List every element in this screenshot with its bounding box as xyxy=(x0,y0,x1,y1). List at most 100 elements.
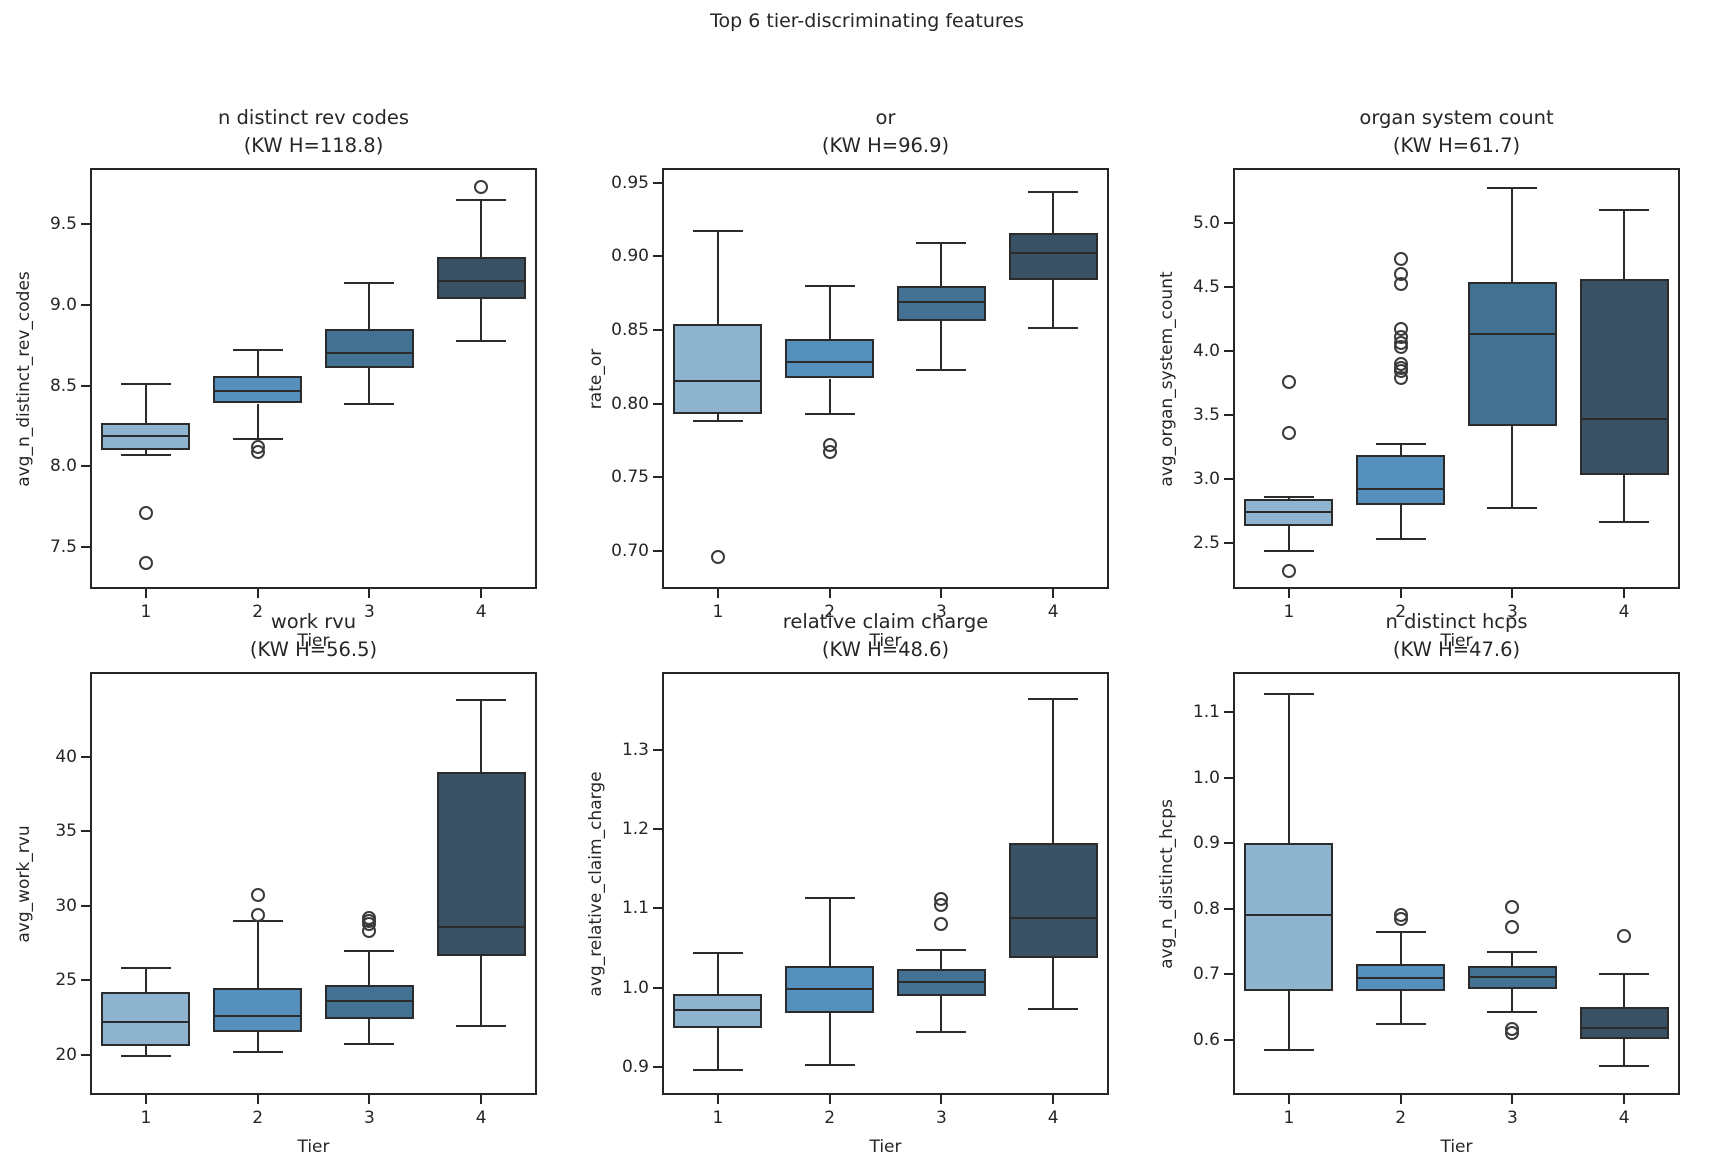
x-tick-mark xyxy=(828,589,831,598)
y-axis-label: avg_organ_system_count xyxy=(1157,270,1177,487)
y-tick-label: 4.0 xyxy=(1192,340,1220,361)
lower-whisker-cap xyxy=(344,1043,395,1046)
upper-whisker-cap xyxy=(1487,187,1538,190)
outlier-point xyxy=(1393,340,1408,355)
y-tick-mark xyxy=(653,181,662,184)
x-tick-label: 2 xyxy=(824,602,836,622)
y-tick-label: 20 xyxy=(55,1044,77,1065)
box-tier-2 xyxy=(785,338,875,379)
upper-whisker xyxy=(480,200,483,257)
y-tick-mark xyxy=(653,907,662,910)
y-tick-mark xyxy=(653,986,662,989)
median-line xyxy=(103,434,189,437)
y-tick-label: 0.95 xyxy=(611,172,649,193)
median-line xyxy=(1010,917,1096,920)
upper-whisker-cap xyxy=(344,281,395,284)
y-tick-mark xyxy=(1224,842,1233,845)
y-axis-label: avg_n_distinct_hcps xyxy=(1157,798,1177,969)
lower-whisker-cap xyxy=(1375,538,1426,541)
median-line xyxy=(1358,488,1444,491)
upper-whisker-cap xyxy=(120,383,171,386)
y-tick-label: 0.90 xyxy=(611,246,649,267)
y-tick-label: 3.5 xyxy=(1192,404,1220,425)
y-tick-mark xyxy=(653,255,662,258)
upper-whisker xyxy=(368,282,371,330)
subplot-title: n distinct hcps xyxy=(1385,610,1528,633)
y-tick-label: 0.85 xyxy=(611,319,649,340)
lower-whisker-cap xyxy=(692,420,743,423)
y-tick-mark xyxy=(1224,907,1233,910)
lower-whisker-cap xyxy=(1028,327,1079,330)
median-line xyxy=(1581,1027,1667,1030)
y-tick-label: 9.5 xyxy=(49,214,77,235)
median-line xyxy=(787,361,873,364)
y-tick-label: 35 xyxy=(55,821,77,842)
x-tick-label: 3 xyxy=(935,1108,947,1128)
y-tick-label: 0.8 xyxy=(1192,898,1220,919)
lower-whisker xyxy=(256,1032,259,1052)
upper-whisker-cap xyxy=(1375,443,1426,446)
median-line xyxy=(1469,333,1555,336)
upper-whisker xyxy=(144,968,147,993)
subplot-title: or xyxy=(875,106,896,129)
lower-whisker-cap xyxy=(232,1050,283,1053)
upper-whisker xyxy=(480,700,483,772)
upper-whisker xyxy=(144,384,147,423)
x-tick-label: 3 xyxy=(363,602,375,622)
upper-whisker xyxy=(1623,974,1626,1008)
y-tick-label: 4.5 xyxy=(1192,277,1220,297)
x-tick-mark xyxy=(368,1095,371,1104)
x-tick-label: 3 xyxy=(363,1108,375,1128)
y-tick-label: 0.7 xyxy=(1192,964,1220,985)
median-line xyxy=(1469,975,1555,978)
outlier-point xyxy=(1393,911,1408,926)
y-tick-label: 1.0 xyxy=(1192,767,1220,788)
median-line xyxy=(326,352,412,355)
x-tick-label: 1 xyxy=(1283,1108,1295,1128)
y-tick-label: 1.0 xyxy=(621,977,649,998)
x-tick-mark xyxy=(1623,589,1626,598)
lower-whisker xyxy=(1287,526,1290,551)
lower-whisker-cap xyxy=(1487,507,1538,510)
upper-whisker xyxy=(368,950,371,985)
y-tick-mark xyxy=(1224,973,1233,976)
y-tick-mark xyxy=(1224,541,1233,544)
x-tick-mark xyxy=(256,1095,259,1104)
y-tick-mark xyxy=(81,755,90,758)
y-tick-mark xyxy=(81,1053,90,1056)
y-axis-label: avg_work_rvu xyxy=(14,824,34,943)
upper-whisker xyxy=(1399,931,1402,964)
outlier-point xyxy=(250,907,265,922)
lower-whisker xyxy=(940,321,943,370)
x-axis-label: Tier xyxy=(297,1137,330,1157)
outlier-point xyxy=(934,917,949,932)
x-tick-label: 4 xyxy=(1047,1108,1059,1128)
x-tick-mark xyxy=(1399,589,1402,598)
lower-whisker-cap xyxy=(120,454,171,457)
box-tier-1 xyxy=(1244,842,1334,991)
y-tick-label: 0.9 xyxy=(1192,833,1220,854)
x-axis-label: Tier xyxy=(1440,1137,1473,1157)
outlier-point xyxy=(1281,374,1296,389)
x-tick-mark xyxy=(480,589,483,598)
x-tick-label: 3 xyxy=(935,602,947,622)
x-tick-mark xyxy=(940,1095,943,1104)
upper-whisker xyxy=(1052,698,1055,843)
subplot-subtitle: (KW H=48.6) xyxy=(821,638,950,661)
x-axis-label: Tier xyxy=(297,631,330,651)
y-tick-label: 0.75 xyxy=(611,467,649,488)
figure-title: Top 6 tier-discriminating features xyxy=(710,10,1024,32)
median-line xyxy=(326,1000,412,1003)
subplot-subtitle: (KW H=118.8) xyxy=(243,134,384,157)
lower-whisker-cap xyxy=(1028,1008,1079,1011)
x-tick-label: 1 xyxy=(140,602,152,622)
y-tick-mark xyxy=(81,223,90,226)
x-axis-label: Tier xyxy=(869,631,902,651)
x-axis-label: Tier xyxy=(869,1137,902,1157)
lower-whisker-cap xyxy=(1375,1022,1426,1025)
y-tick-mark xyxy=(81,465,90,468)
lower-whisker-cap xyxy=(692,1069,743,1072)
x-tick-mark xyxy=(1511,589,1514,598)
lower-whisker xyxy=(716,1027,719,1071)
